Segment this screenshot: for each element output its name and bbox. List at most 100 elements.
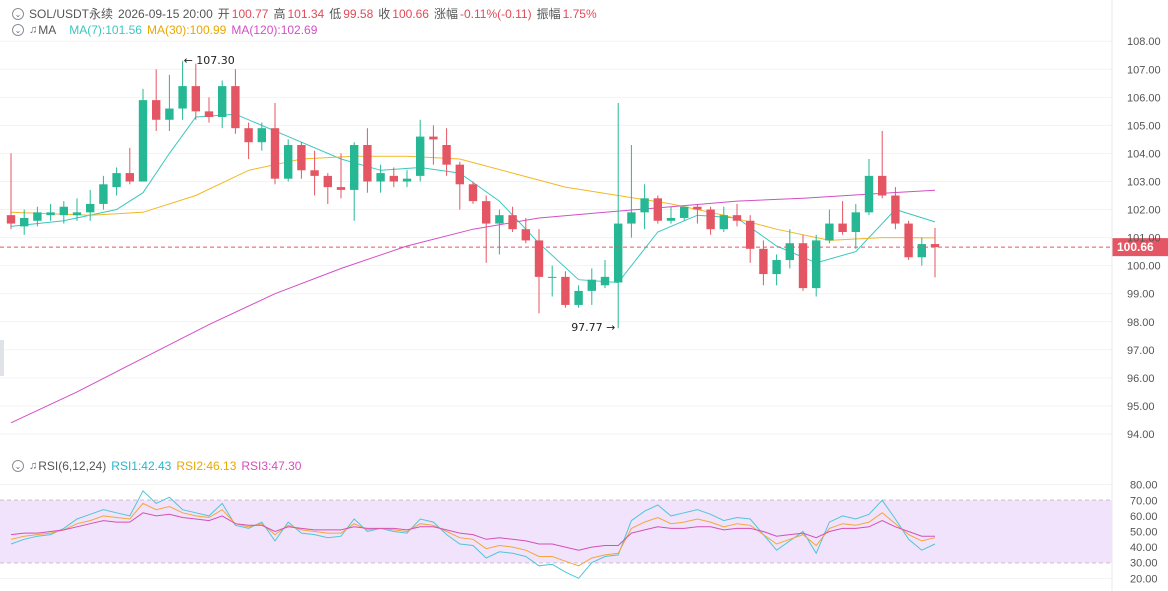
- candle: [548, 265, 557, 297]
- ma-legend: ⌄ ♫ MA MA(7):101.56 MA(30):100.99 MA(120…: [12, 23, 317, 37]
- candle: [693, 203, 702, 224]
- candle: [244, 122, 253, 160]
- candle: [825, 209, 834, 244]
- collapse-icon[interactable]: ⌄: [12, 7, 24, 20]
- candle: [112, 167, 121, 196]
- candle: [614, 102, 623, 329]
- candle: [363, 128, 372, 193]
- rsi-series-2: [10, 502, 936, 567]
- candle: [20, 209, 29, 235]
- extreme-annotation: ← 107.30: [184, 54, 235, 67]
- candle: [666, 206, 676, 224]
- ma-lines: [10, 113, 936, 424]
- candle: [284, 139, 293, 182]
- candle: [191, 63, 200, 120]
- rsi2-value: RSI2:46.13: [176, 459, 237, 473]
- price-tick-label: 100.00: [1127, 261, 1161, 273]
- rsi-tick-label: 30.00: [1130, 558, 1158, 570]
- candle: [719, 206, 728, 232]
- candle: [310, 150, 319, 196]
- price-tick-label: 95.00: [1127, 401, 1155, 413]
- candle: [732, 203, 742, 227]
- candle: [231, 69, 240, 134]
- candle: [389, 167, 398, 188]
- extreme-annotation: 97.77 →: [571, 321, 615, 334]
- candle: [482, 195, 491, 263]
- last-price-line: 100.66: [0, 238, 1168, 257]
- price-tick-label: 101.00: [1127, 233, 1161, 245]
- ma-line-MA120: [10, 189, 936, 424]
- price-tick-label: 106.00: [1127, 92, 1161, 104]
- price-tick-label: 103.00: [1127, 176, 1161, 188]
- candlesticks: [6, 60, 940, 329]
- rsi-tick-label: 70.00: [1130, 495, 1158, 507]
- datetime-label: 2026-09-15 20:00: [118, 6, 213, 21]
- change-value: -0.11%(-0.11): [459, 6, 532, 21]
- candle: [323, 173, 332, 204]
- candle: [851, 203, 860, 249]
- candle: [627, 145, 636, 238]
- candle: [812, 234, 821, 297]
- amplitude-value: 1.75%: [562, 6, 597, 21]
- left-scroll-handle[interactable]: [0, 340, 4, 376]
- candle: [297, 142, 306, 179]
- candle: [204, 97, 214, 123]
- candle: [574, 285, 583, 308]
- candle: [838, 201, 847, 235]
- rsi-tick-label: 50.00: [1130, 527, 1158, 539]
- rsi1-value: RSI1:42.43: [111, 459, 172, 473]
- open-label: 开: [217, 7, 230, 21]
- candle: [706, 206, 715, 235]
- candle: [152, 69, 161, 131]
- candle: [270, 102, 280, 185]
- rsi-series-1: [10, 490, 936, 579]
- candle: [257, 122, 266, 151]
- candle: [600, 260, 610, 289]
- rsi-series-3: [10, 512, 935, 551]
- candle: [429, 125, 438, 165]
- amplitude-label: 振幅: [536, 7, 561, 21]
- price-tick-label: 107.00: [1127, 64, 1161, 76]
- candle: [508, 206, 517, 232]
- candle: [442, 128, 451, 176]
- bell-icon[interactable]: ♫: [29, 460, 38, 472]
- candle: [759, 240, 768, 286]
- candle: [468, 181, 478, 204]
- change-label: 涨幅: [433, 7, 458, 21]
- last-price-label: 100.66: [1117, 240, 1154, 254]
- candle: [455, 161, 464, 210]
- candle: [416, 119, 425, 182]
- collapse-icon[interactable]: ⌄: [12, 24, 24, 36]
- candle: [785, 229, 794, 269]
- rsi-legend: ⌄ ♫ RSI(6,12,24) RSI1:42.43 RSI2:46.13 R…: [12, 459, 301, 473]
- candle: [746, 215, 755, 263]
- price-tick-label: 102.00: [1127, 205, 1161, 217]
- close-value: 100.66: [392, 6, 429, 21]
- rsi-axis: 20.00 30.00 40.00 50.00 60.00 70.00 80.00: [1130, 480, 1158, 586]
- price-tick-label: 94.00: [1127, 429, 1155, 441]
- bell-icon[interactable]: ♫: [29, 24, 38, 36]
- candle: [138, 88, 148, 182]
- candle: [798, 234, 808, 291]
- candle: [878, 130, 887, 199]
- open-value: 100.77: [231, 6, 269, 21]
- candle: [336, 153, 346, 199]
- rsi-tick-label: 20.00: [1130, 573, 1158, 585]
- candle: [680, 206, 689, 221]
- candle: [495, 209, 504, 255]
- ma120-value: MA(120):102.69: [231, 23, 318, 37]
- candle: [587, 268, 596, 305]
- candle: [772, 254, 781, 286]
- price-gridlines: [0, 40, 1112, 435]
- high-value: 101.34: [287, 6, 325, 21]
- symbol-label: SOL/USDT永续: [29, 7, 114, 21]
- candle: [99, 175, 108, 210]
- candle: [402, 170, 412, 188]
- candle: [534, 229, 544, 314]
- ma30-value: MA(30):100.99: [146, 23, 227, 37]
- candle: [904, 220, 913, 261]
- ma-line-MA30: [10, 155, 936, 241]
- candle: [350, 142, 359, 221]
- collapse-icon[interactable]: ⌄: [12, 460, 24, 472]
